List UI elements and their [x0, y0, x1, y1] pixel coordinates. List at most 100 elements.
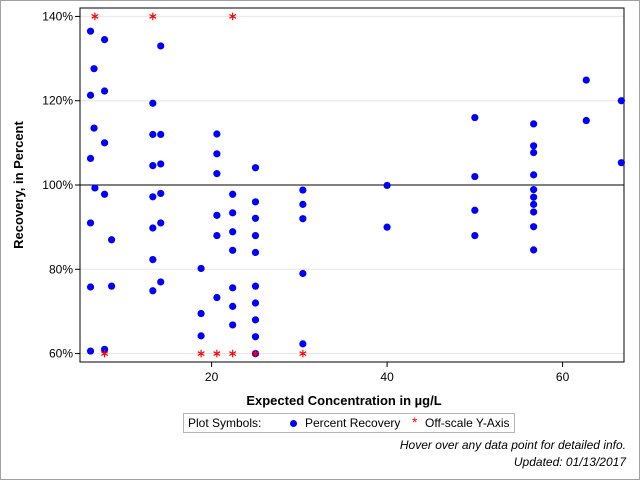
- data-point: [299, 340, 307, 348]
- data-point: [251, 198, 260, 206]
- legend-title: Plot Symbols:: [188, 416, 262, 430]
- y-tick-label: 60%: [49, 347, 73, 361]
- star-stroke: [213, 351, 221, 356]
- data-point: [251, 231, 260, 240]
- data-point: [100, 139, 109, 147]
- x-axis-label: Expected Concentration in µg/L: [246, 393, 441, 408]
- data-point: [251, 164, 260, 172]
- data-point: [100, 190, 109, 198]
- data-point: [213, 170, 221, 178]
- data-point: [582, 76, 590, 84]
- data-point: [229, 228, 237, 236]
- offscale-marker: [229, 12, 237, 21]
- data-point: [530, 193, 538, 201]
- offscale-marker: [251, 349, 260, 358]
- data-point: [197, 309, 205, 318]
- data-point: [251, 299, 260, 307]
- data-point: [530, 171, 538, 179]
- star-stroke: [229, 351, 237, 356]
- data-point: [299, 200, 307, 208]
- star-stroke: [149, 14, 157, 19]
- legend-item-percent-recovery: Percent Recovery: [305, 416, 401, 430]
- data-point: [86, 219, 95, 227]
- data-point: [530, 186, 538, 194]
- data-point: [197, 264, 205, 273]
- axis-layer: 60% 80% 100% 120% 140% 20 40 60: [42, 7, 625, 384]
- data-point: [471, 172, 479, 181]
- x-tick-label: 40: [380, 370, 394, 384]
- data-point: [229, 321, 237, 329]
- offscale-marker: [149, 12, 157, 21]
- star-stroke: [299, 351, 307, 356]
- offscale-marker: [197, 349, 205, 358]
- star-stroke: [229, 14, 237, 19]
- data-point: [229, 284, 237, 292]
- offscale-marker: [213, 349, 221, 358]
- data-point: [530, 120, 538, 128]
- data-point: [100, 345, 109, 353]
- data-point: [86, 27, 95, 35]
- star-icon: *: [412, 414, 418, 430]
- data-point: [251, 214, 260, 222]
- data-point: [383, 181, 391, 190]
- y-tick-label: 140%: [42, 9, 73, 23]
- data-point: [157, 219, 165, 227]
- data-point: [149, 287, 157, 295]
- data-point: [149, 224, 157, 232]
- data-point: [149, 99, 157, 107]
- data-point: [617, 159, 625, 167]
- marks-layer: [86, 12, 625, 358]
- x-tick-label: 60: [556, 370, 570, 384]
- data-point: [530, 246, 538, 254]
- x-tick-label: 20: [205, 370, 219, 384]
- legend: Plot Symbols: Percent Recovery * Off-sca…: [183, 413, 515, 433]
- data-point: [229, 246, 237, 254]
- data-point: [107, 282, 116, 290]
- data-point: [86, 283, 95, 291]
- data-point: [251, 333, 260, 341]
- data-point: [213, 293, 221, 302]
- data-point: [383, 223, 391, 231]
- data-point: [86, 91, 95, 99]
- data-point: [90, 124, 98, 132]
- data-point: [149, 193, 157, 201]
- star-stroke: [91, 14, 99, 19]
- data-point: [530, 142, 538, 150]
- data-point: [229, 302, 237, 310]
- data-point: [86, 154, 95, 163]
- data-point: [90, 65, 98, 73]
- data-point: [617, 97, 625, 105]
- y-tick-label: 120%: [42, 94, 73, 108]
- data-point: [149, 255, 157, 264]
- data-point: [530, 208, 538, 216]
- offscale-marker: [100, 349, 109, 358]
- data-point: [149, 162, 157, 170]
- data-point: [157, 189, 165, 198]
- data-point: [100, 36, 109, 44]
- legend-item-off-scale: Off-scale Y-Axis: [425, 416, 510, 430]
- data-point: [471, 231, 479, 240]
- star-stroke: [197, 351, 205, 356]
- offscale-marker: [91, 12, 99, 21]
- data-point: [299, 186, 307, 194]
- updated-date: Updated: 01/13/2017: [513, 455, 626, 469]
- data-point: [213, 231, 221, 240]
- data-point: [100, 87, 109, 95]
- data-point: [251, 316, 260, 324]
- hover-note: Hover over any data point for detailed i…: [399, 438, 626, 452]
- data-point: [471, 206, 479, 214]
- offscale-marker: [299, 349, 307, 358]
- data-point: [157, 42, 165, 50]
- offscale-marker: [229, 349, 237, 358]
- data-point: [229, 190, 237, 198]
- data-point: [299, 215, 307, 223]
- data-point: [197, 332, 205, 340]
- data-point: [91, 184, 99, 192]
- data-point: [471, 113, 479, 122]
- data-point: [157, 160, 165, 168]
- star-stroke: [100, 351, 109, 356]
- star-stroke: [251, 351, 260, 356]
- data-point: [251, 282, 260, 290]
